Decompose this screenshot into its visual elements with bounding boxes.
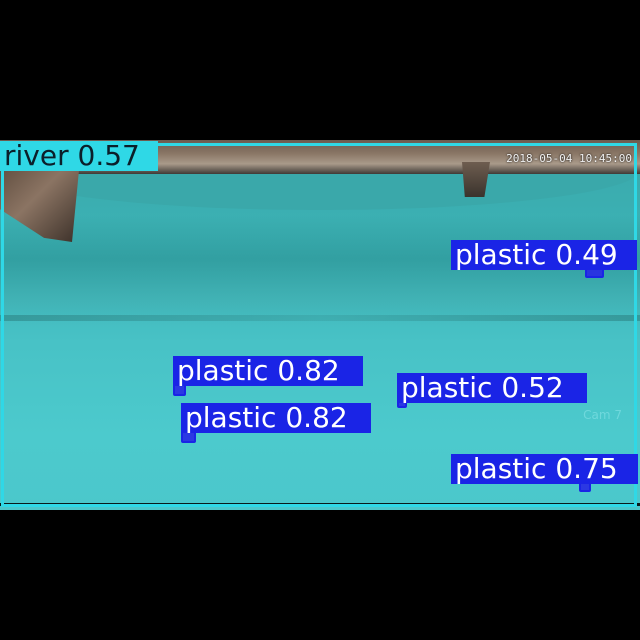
river-detection-box <box>1 143 637 507</box>
plastic-detection-label: plastic 0.82 <box>173 356 363 386</box>
camera-label: Cam 7 <box>583 408 622 422</box>
reflection-line <box>0 315 640 321</box>
plastic-detection-label: plastic 0.82 <box>181 403 371 433</box>
plastic-detection-label: plastic 0.52 <box>397 373 587 403</box>
river-detection-label: river 0.57 <box>0 141 158 171</box>
timestamp-overlay: 2018-05-04 10:45:00 <box>506 152 632 165</box>
riverbank-reflection <box>0 215 640 325</box>
plastic-detection-label: plastic 0.49 <box>451 240 637 270</box>
plastic-detection-label: plastic 0.75 <box>451 454 638 484</box>
